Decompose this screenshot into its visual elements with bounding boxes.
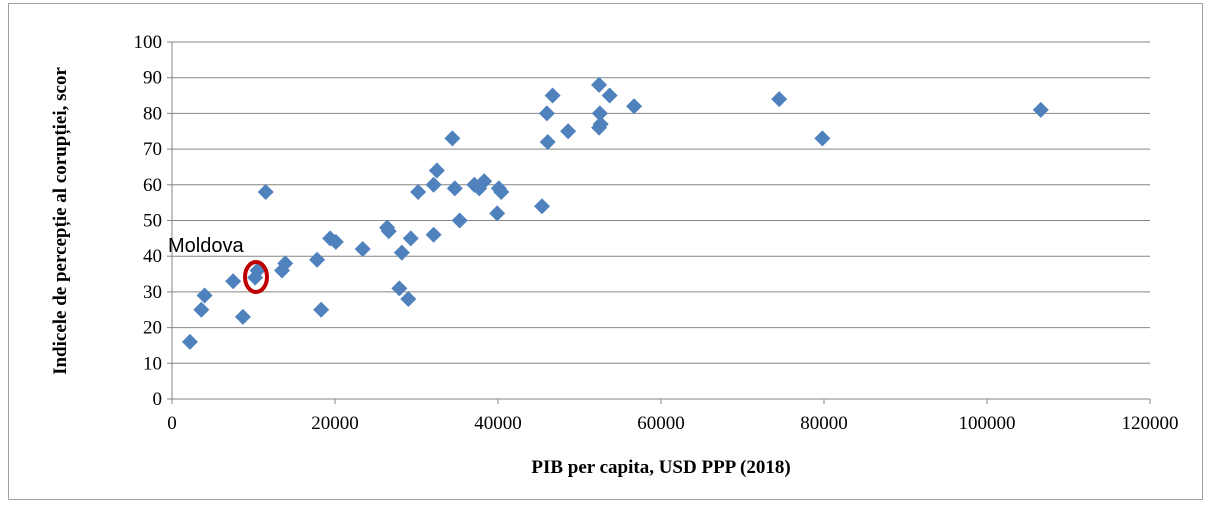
y-tick-label: 90	[143, 68, 162, 89]
point	[234, 308, 251, 325]
y-tick-label: 30	[143, 282, 162, 303]
point	[560, 123, 577, 140]
point	[327, 233, 344, 250]
point	[601, 87, 618, 104]
point	[225, 273, 242, 290]
x-tick-label: 40000	[474, 413, 522, 434]
point	[476, 173, 493, 190]
point	[771, 91, 788, 108]
chart-border	[8, 3, 1203, 500]
x-tick-label: 80000	[800, 413, 848, 434]
point	[196, 287, 213, 304]
point	[380, 223, 397, 240]
point	[181, 333, 198, 350]
y-tick-label: 20	[143, 318, 162, 339]
point	[493, 183, 510, 200]
point	[393, 244, 410, 261]
point	[1032, 101, 1049, 118]
point	[313, 301, 330, 318]
point	[534, 198, 551, 215]
point	[354, 241, 371, 258]
y-tick-label: 60	[143, 175, 162, 196]
y-tick-label: 0	[153, 389, 163, 410]
x-tick-label: 0	[167, 413, 177, 434]
y-tick-label: 70	[143, 139, 162, 160]
highlight-circle	[243, 260, 269, 294]
x-tick-label: 100000	[959, 413, 1016, 434]
point	[591, 105, 608, 122]
y-tick-label: 40	[143, 246, 162, 267]
point	[538, 105, 555, 122]
point	[400, 291, 417, 308]
x-tick-label: 20000	[311, 413, 359, 434]
y-tick-label: 100	[134, 32, 163, 53]
point	[539, 133, 556, 150]
annotation: Moldova	[168, 235, 244, 257]
point	[391, 280, 408, 297]
point	[309, 251, 326, 268]
point	[451, 212, 468, 229]
point	[489, 205, 506, 222]
y-tick-label: 80	[143, 103, 162, 124]
point	[592, 116, 609, 133]
point	[544, 87, 561, 104]
point	[425, 176, 442, 193]
x-tick-label: 120000	[1122, 413, 1179, 434]
x-axis-title: PIB per capita, USD PPP (2018)	[531, 457, 790, 478]
y-axis-title: Indicele de percepție al corupției, scor	[50, 67, 71, 375]
point	[814, 130, 831, 147]
point	[402, 230, 419, 247]
x-tick-label: 60000	[637, 413, 685, 434]
y-tick-label: 50	[143, 211, 162, 232]
point	[193, 301, 210, 318]
point	[410, 183, 427, 200]
y-tick-label: 10	[143, 353, 162, 374]
point	[626, 98, 643, 115]
point	[425, 226, 442, 243]
point	[277, 255, 294, 272]
point	[428, 162, 445, 179]
point	[446, 180, 463, 197]
point	[444, 130, 461, 147]
point	[257, 183, 274, 200]
point	[591, 76, 608, 93]
